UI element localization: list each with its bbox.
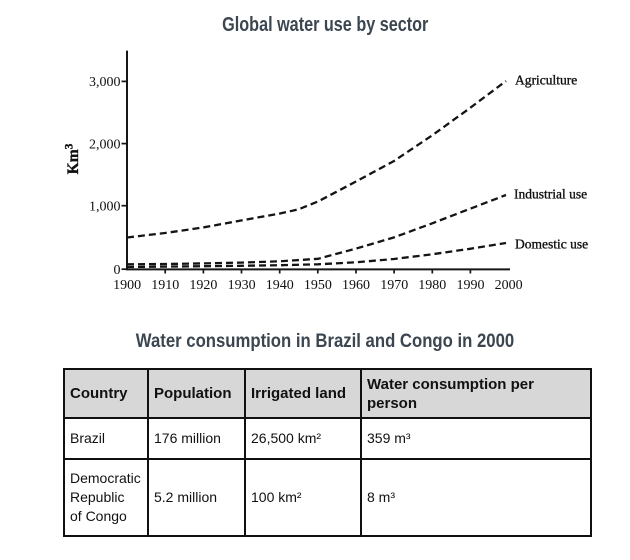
svg-text:1920: 1920	[189, 278, 217, 293]
svg-text:1950: 1950	[304, 278, 332, 293]
svg-text:1990: 1990	[457, 278, 485, 293]
svg-text:0: 0	[114, 263, 121, 278]
svg-text:2,000: 2,000	[89, 137, 121, 152]
svg-text:1960: 1960	[342, 278, 370, 293]
svg-text:Industrial use: Industrial use	[514, 186, 587, 201]
svg-text:1980: 1980	[418, 278, 446, 293]
svg-text:1970: 1970	[380, 278, 408, 293]
svg-text:Km3: Km3	[64, 143, 83, 174]
svg-text:1940: 1940	[266, 278, 294, 293]
svg-text:3,000: 3,000	[89, 75, 121, 90]
svg-text:1910: 1910	[151, 278, 179, 293]
svg-text:1,000: 1,000	[89, 199, 121, 214]
svg-text:Domestic use: Domestic use	[515, 236, 588, 251]
svg-text:1900: 1900	[113, 278, 141, 293]
svg-text:2000: 2000	[495, 278, 523, 293]
svg-text:Agriculture: Agriculture	[515, 73, 577, 88]
svg-text:1930: 1930	[228, 278, 256, 293]
